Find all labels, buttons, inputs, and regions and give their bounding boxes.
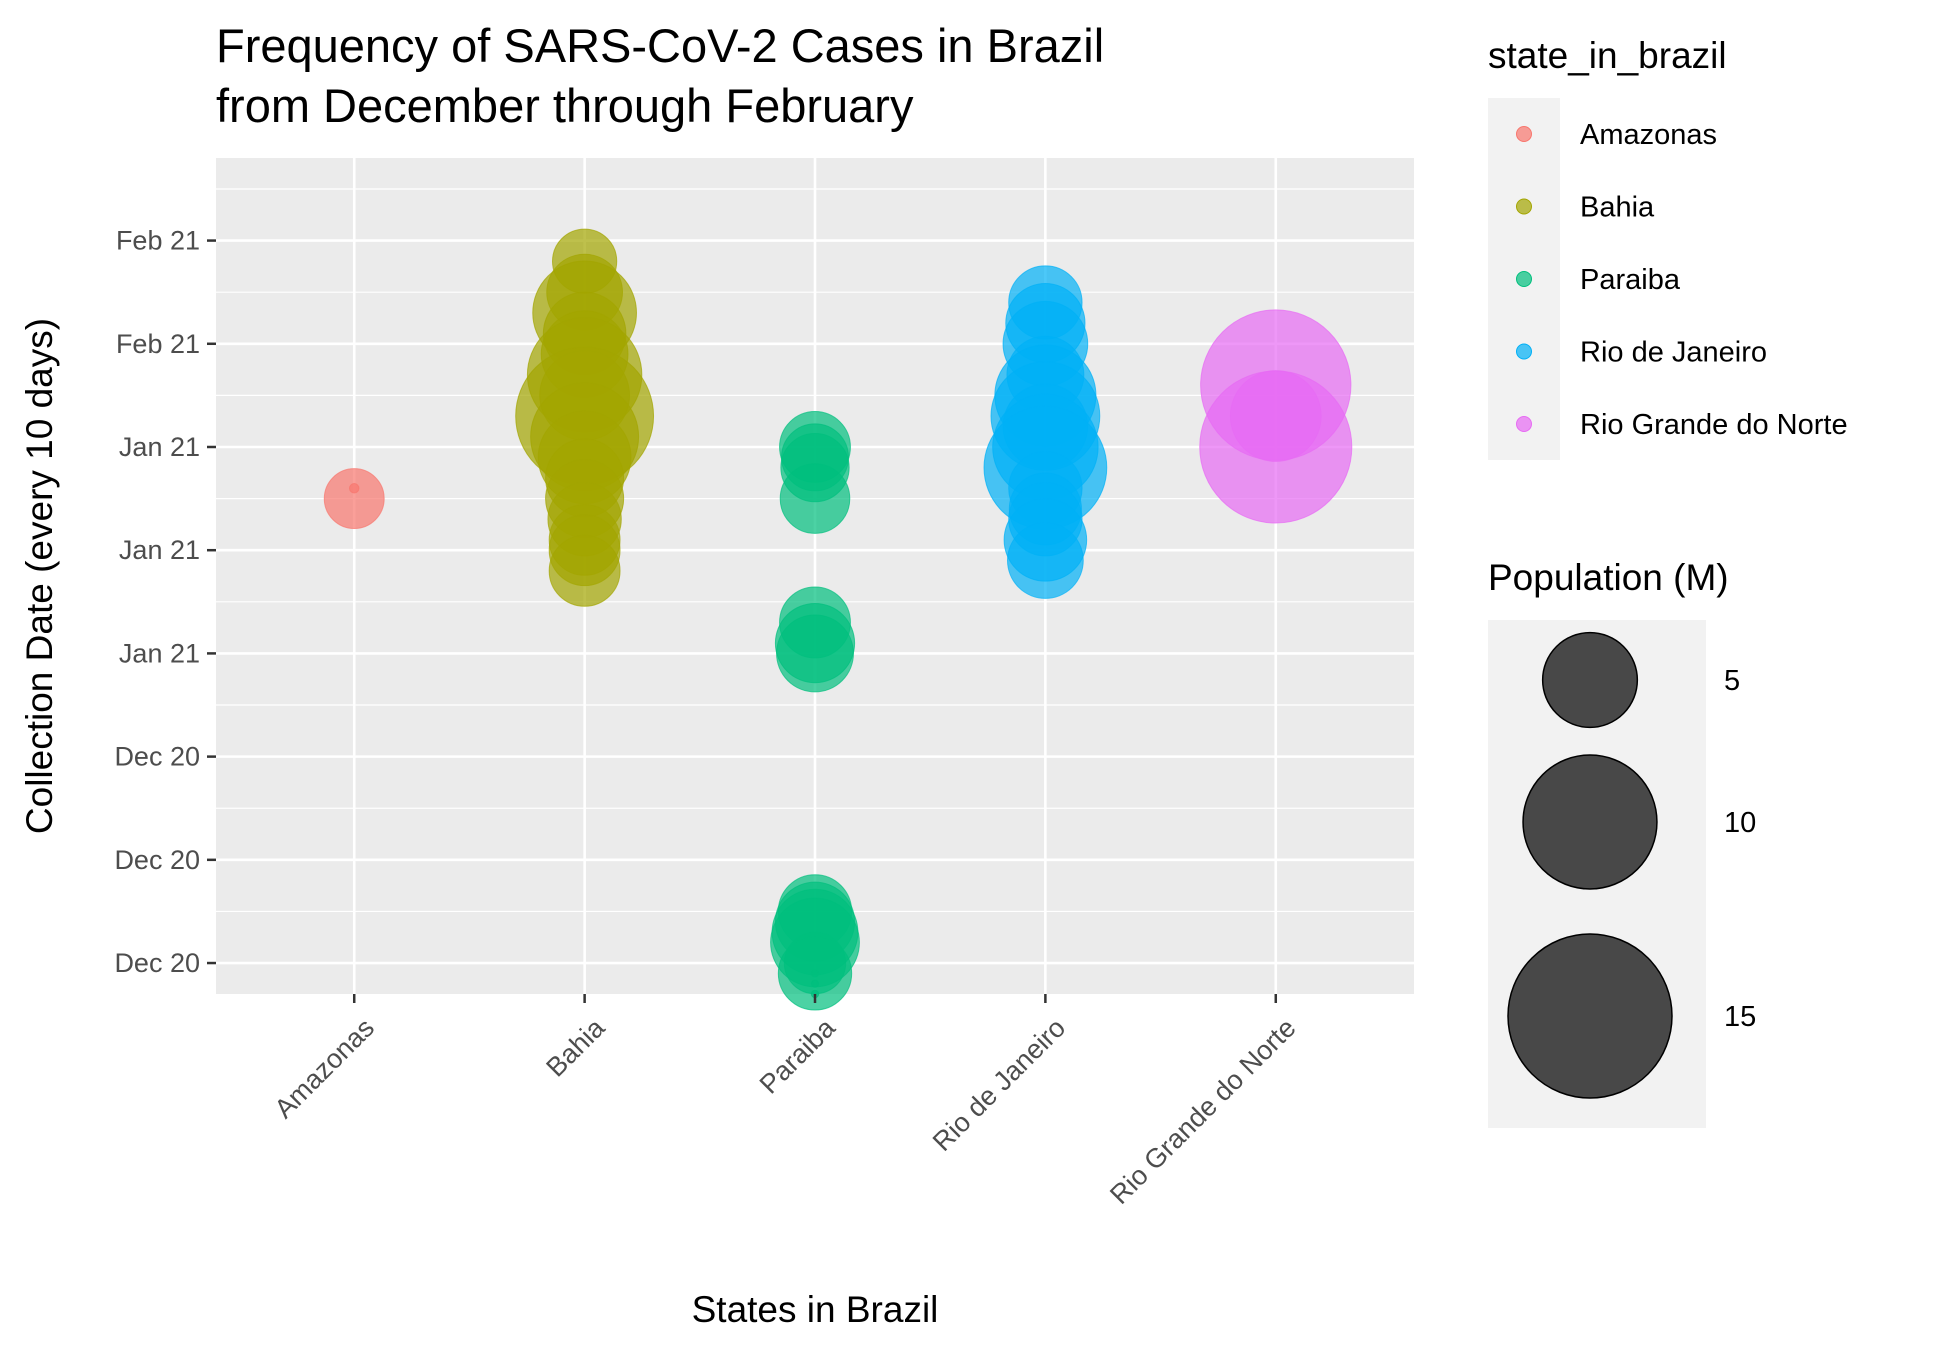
point-paraiba-3	[779, 463, 851, 534]
y-tick-label-2: Dec 20	[114, 742, 200, 772]
color-legend-label-paraiba: Paraiba	[1580, 264, 1681, 296]
color-legend-key-rio-de-janeiro	[1516, 343, 1532, 360]
color-legend-label-rio-grande-do-norte: Rio Grande do Norte	[1580, 409, 1848, 441]
size-legend-label-10: 10	[1724, 807, 1756, 839]
y-axis-title: Collection Date (every 10 days)	[19, 318, 60, 834]
color-legend-title: state_in_brazil	[1488, 35, 1727, 76]
size-legend-key-5	[1541, 631, 1639, 729]
y-tick-label-6: Feb 21	[116, 329, 200, 359]
x-tick-label-paraiba: Paraiba	[754, 1012, 842, 1100]
point-amazonas-1	[323, 468, 385, 530]
size-legend-label-5: 5	[1724, 665, 1740, 697]
point-rio-de-janeiro-13	[1007, 522, 1084, 599]
size-legend-title: Population (M)	[1488, 557, 1729, 598]
color-legend: state_in_brazil Amazonas Bahia Paraiba Rio …	[1488, 35, 1848, 460]
size-legend-key-15	[1507, 933, 1673, 1099]
x-tick-label-amazonas: Amazonas	[269, 1013, 380, 1124]
point-rio-grande-do-norte-2	[1199, 370, 1353, 524]
y-tick-label-4: Jan 21	[119, 535, 200, 565]
y-tick-label-1: Dec 20	[114, 845, 200, 875]
size-legend: Population (M) 5 10 15	[1488, 557, 1756, 1128]
chart-title: Frequency of SARS-CoV-2 Cases in Brazil …	[216, 19, 1104, 132]
x-axis-title: States in Brazil	[692, 1289, 939, 1330]
x-tick-label-rio-grande-do-norte: Rio Grande do Norte	[1104, 1013, 1301, 1210]
size-legend-items: 5 10 15	[1507, 631, 1756, 1099]
y-tick-label-0: Dec 20	[114, 948, 200, 978]
color-legend-label-amazonas: Amazonas	[1580, 119, 1717, 151]
point-bahia-15	[548, 534, 621, 607]
point-paraiba-14	[810, 979, 820, 988]
x-axis: Amazonas Bahia Paraiba Rio de Janeiro Rio Gr…	[269, 994, 1302, 1210]
chart-title-line-1: Frequency of SARS-CoV-2 Cases in Brazil	[216, 19, 1104, 72]
point-paraiba-13	[810, 969, 820, 978]
y-tick-label-3: Jan 21	[119, 638, 200, 668]
color-legend-items: Amazonas Bahia Paraiba Rio de Janeiro Rio Gr…	[1516, 119, 1848, 441]
y-tick-label-7: Feb 21	[116, 226, 200, 256]
color-legend-key-bahia	[1516, 198, 1532, 215]
size-legend-label-15: 15	[1724, 1001, 1756, 1033]
color-legend-key-rio-grande-do-norte	[1516, 416, 1532, 432]
x-tick-label-rio-de-janeiro: Rio de Janeiro	[927, 1013, 1071, 1157]
data-points	[323, 228, 1353, 1011]
chart-title-line-2: from December through February	[216, 79, 914, 132]
color-legend-label-bahia: Bahia	[1580, 192, 1655, 224]
y-tick-label-5: Jan 21	[119, 432, 200, 462]
color-legend-key-amazonas	[1516, 126, 1532, 142]
color-legend-label-rio-de-janeiro: Rio de Janeiro	[1580, 337, 1767, 369]
y-axis: Dec 20 Dec 20 Dec 20 Jan 21 Jan 21 Jan 21 Feb …	[114, 226, 216, 978]
x-tick-label-bahia: Bahia	[540, 1012, 611, 1083]
size-legend-key-10	[1522, 754, 1658, 890]
point-paraiba-6	[776, 614, 854, 693]
color-legend-key-paraiba	[1516, 271, 1532, 287]
